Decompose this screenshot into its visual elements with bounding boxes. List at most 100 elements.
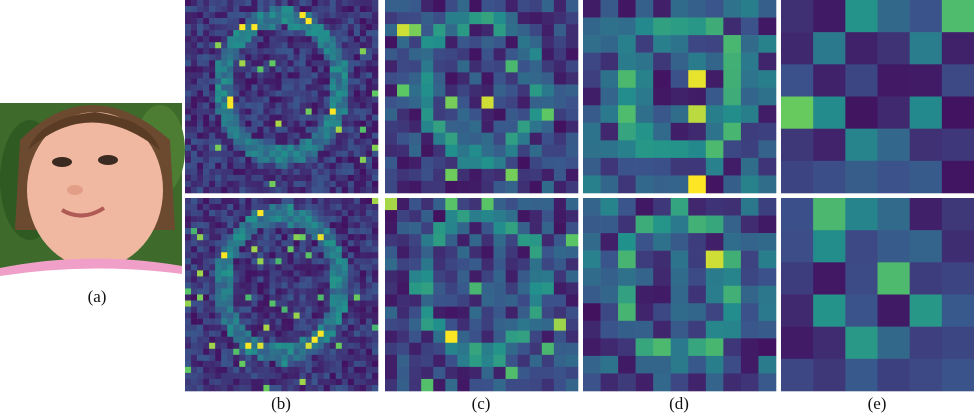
heatmap-cell xyxy=(781,230,814,263)
heatmap-cell xyxy=(877,262,910,295)
heatmap-cell xyxy=(275,96,282,103)
heatmap-cell xyxy=(287,300,294,307)
heatmap-cell xyxy=(251,174,258,182)
heatmap-cell xyxy=(529,180,543,194)
heatmap-cell xyxy=(445,270,458,283)
heatmap-cell xyxy=(565,294,579,307)
heatmap-cell xyxy=(493,12,506,25)
heatmap-cell xyxy=(670,52,689,71)
heatmap-cell xyxy=(341,114,349,121)
heatmap-cell xyxy=(263,132,270,140)
heatmap-cell xyxy=(353,264,361,271)
heatmap-cell xyxy=(227,168,234,176)
heatmap-cell xyxy=(221,240,228,247)
heatmap-cell xyxy=(365,102,373,109)
heatmap-cell xyxy=(191,126,198,133)
heatmap-cell xyxy=(197,0,204,7)
heatmap-cell xyxy=(221,252,228,259)
heatmap-cell xyxy=(203,306,210,313)
heatmap-cell xyxy=(433,132,446,146)
heatmap-cell xyxy=(371,132,379,140)
heatmap-cell xyxy=(600,0,619,18)
heatmap-cell xyxy=(469,120,482,133)
heatmap-cell xyxy=(397,144,410,158)
heatmap-cell xyxy=(600,140,619,159)
heatmap-cell xyxy=(209,42,216,49)
heatmap-cell xyxy=(257,306,264,313)
heatmap-cell xyxy=(227,342,234,350)
heatmap-cell xyxy=(203,336,210,344)
heatmap-cell xyxy=(565,330,579,344)
heatmap-cell xyxy=(335,312,343,319)
heatmap-cell xyxy=(317,378,325,386)
heatmap-cell xyxy=(275,30,282,37)
heatmap-cell xyxy=(269,180,276,188)
heatmap-cell xyxy=(433,378,446,392)
heatmap-cell xyxy=(409,210,422,223)
heatmap-cell xyxy=(353,198,361,205)
heatmap-cell xyxy=(565,156,579,170)
heatmap-cell xyxy=(299,384,306,392)
heatmap-cell xyxy=(481,120,494,133)
heatmap-cell xyxy=(618,303,636,322)
heatmap-cell xyxy=(329,24,337,31)
heatmap-cell xyxy=(257,180,264,188)
heatmap-cell xyxy=(311,360,318,368)
heatmap-cell xyxy=(329,342,337,350)
heatmap-cell xyxy=(239,108,246,115)
heatmap-cell xyxy=(317,384,325,392)
heatmap-cell xyxy=(688,87,707,106)
heatmap-cell xyxy=(185,372,192,380)
heatmap-cell xyxy=(758,303,777,322)
heatmap-cell xyxy=(299,348,306,356)
heatmap-cell xyxy=(299,162,306,170)
heatmap-cell xyxy=(251,54,258,61)
heatmap-cell xyxy=(409,84,422,97)
heatmap-cell xyxy=(347,18,355,25)
heatmap-cell xyxy=(445,366,458,380)
heatmap-cell xyxy=(541,132,555,146)
heatmap-cell xyxy=(233,288,240,295)
heatmap-cell xyxy=(347,0,355,7)
heatmap-cell xyxy=(221,156,228,164)
heatmap-cell xyxy=(251,198,258,205)
heatmap-cell xyxy=(257,240,264,247)
heatmap-cell xyxy=(233,114,240,121)
heatmap-cell xyxy=(299,282,306,289)
heatmap-cell xyxy=(758,122,777,141)
heatmap-cell xyxy=(245,180,252,188)
heatmap-cell xyxy=(529,222,543,235)
heatmap-cell xyxy=(275,210,282,217)
heatmap-cell xyxy=(299,360,306,368)
heatmap-cell xyxy=(565,0,579,13)
heatmap-cell xyxy=(281,348,288,356)
heatmap-cell xyxy=(233,198,240,205)
heatmap-cell xyxy=(421,60,434,73)
heatmap-cell xyxy=(209,138,216,146)
heatmap-cell xyxy=(335,108,343,115)
heatmap-cell xyxy=(263,276,270,283)
heatmap-cell xyxy=(305,24,312,31)
heatmap-cell xyxy=(341,138,349,146)
heatmap-cell xyxy=(275,174,282,182)
heatmap-cell xyxy=(457,144,470,158)
heatmap-cell xyxy=(299,12,306,19)
heatmap-cell xyxy=(191,258,198,265)
heatmap-cell xyxy=(287,234,294,241)
heatmap-cell xyxy=(209,264,216,271)
heatmap-cell xyxy=(421,108,434,121)
heatmap-cell xyxy=(251,372,258,380)
heatmap-cell xyxy=(493,378,506,392)
heatmap-cell xyxy=(257,318,264,325)
heatmap-cell xyxy=(185,132,192,140)
heatmap-cell xyxy=(553,180,567,194)
heatmap-cell xyxy=(397,378,410,392)
heatmap-cell xyxy=(215,228,222,235)
heatmap-cell xyxy=(723,157,742,176)
heatmap-cell xyxy=(877,64,910,97)
heatmap-cell xyxy=(347,48,355,55)
heatmap-cell xyxy=(185,270,192,277)
heatmap-cell xyxy=(329,372,337,380)
heatmap-cell xyxy=(329,180,337,188)
heatmap-cell xyxy=(359,288,367,295)
